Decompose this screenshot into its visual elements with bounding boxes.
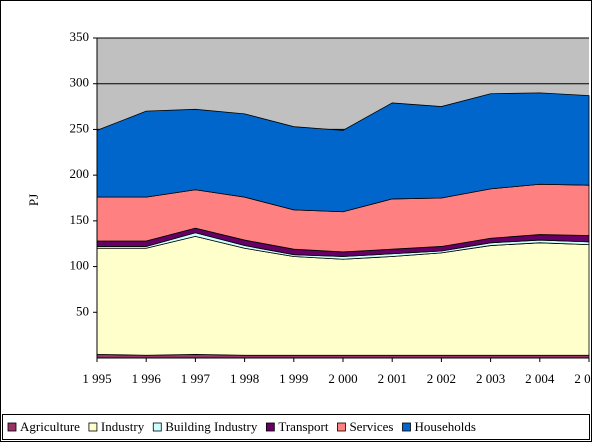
x-tick-label: 2 005 — [574, 371, 592, 386]
legend-label: Building Industry — [165, 419, 258, 434]
legend-label: Agriculture — [20, 419, 80, 434]
y-tick-label: 200 — [70, 166, 90, 181]
legend-label: Services — [349, 419, 393, 434]
x-tick-label: 1 999 — [279, 371, 308, 386]
x-tick-label: 1 997 — [181, 371, 211, 386]
y-tick-label: 350 — [70, 29, 90, 44]
y-axis-label: PJ — [26, 194, 41, 206]
legend-swatch — [265, 422, 275, 432]
x-tick-label: 2 003 — [476, 371, 505, 386]
legend-border — [2, 414, 590, 440]
x-tick-label: 2 001 — [378, 371, 407, 386]
y-tick-label: 250 — [70, 120, 90, 135]
y-tick-label: 150 — [70, 212, 90, 227]
legend-swatch — [7, 422, 17, 432]
x-tick-label: 2 000 — [328, 371, 357, 386]
area — [96, 92, 590, 213]
x-tick-label: 1 998 — [230, 371, 259, 386]
legend-swatch — [152, 422, 162, 432]
x-tick-label: 1 996 — [132, 371, 162, 386]
y-tick-label: 50 — [76, 303, 89, 318]
legend-label: Households — [415, 419, 476, 434]
legend-label: Transport — [278, 419, 328, 434]
legend-swatch — [402, 422, 411, 432]
x-tick-label: 1 995 — [82, 371, 111, 386]
legend-swatch — [88, 422, 98, 432]
y-tick-label: 300 — [70, 75, 90, 90]
legend-swatch — [337, 422, 346, 432]
x-tick-label: 2 002 — [427, 371, 456, 386]
legend-label: Industry — [101, 419, 145, 434]
x-tick-label: 2 004 — [525, 371, 555, 386]
y-tick-label: 100 — [70, 258, 90, 273]
